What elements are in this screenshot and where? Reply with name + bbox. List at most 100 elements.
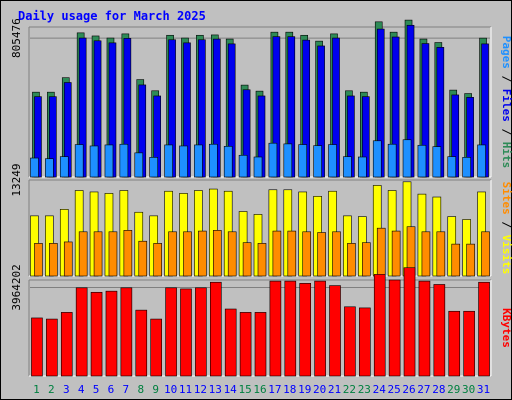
bar-sites-day-12 bbox=[198, 230, 207, 277]
bar-pages-day-23 bbox=[358, 156, 367, 178]
x-tick-label-day-12: 12 bbox=[194, 383, 207, 396]
bar-pages-day-22 bbox=[343, 156, 352, 178]
bar-kbytes-day-30 bbox=[463, 310, 475, 377]
x-tick-label-day-31: 31 bbox=[477, 383, 490, 396]
bar-kbytes-day-10 bbox=[165, 287, 177, 377]
bar-pages-day-26 bbox=[402, 139, 412, 178]
x-tick-label-day-24: 24 bbox=[373, 383, 387, 396]
x-tick-label-day-27: 27 bbox=[417, 383, 430, 396]
bar-kbytes-day-21 bbox=[329, 285, 341, 377]
bar-kbytes-day-6 bbox=[105, 290, 118, 377]
x-tick-label-day-29: 29 bbox=[447, 383, 460, 396]
bar-pages-day-18 bbox=[283, 143, 293, 178]
x-tick-label-day-16: 16 bbox=[253, 383, 266, 396]
chart-title: Daily usage for March 2025 bbox=[18, 9, 206, 23]
bar-sites-day-13 bbox=[212, 230, 222, 277]
legend-kbytes: KBytes bbox=[500, 308, 512, 348]
x-axis-tick-labels: 1 2 3 4 5 6 7 8 9 10 11 12 13 14 15 16 17 18 19 20 21 22 23 24 2… bbox=[33, 383, 490, 396]
x-tick-label-day-30: 30 bbox=[462, 383, 475, 396]
bar-pages-day-15 bbox=[238, 154, 248, 178]
bar-kbytes-day-5 bbox=[90, 291, 103, 377]
bar-kbytes-day-31 bbox=[478, 281, 490, 377]
bar-sites-day-15 bbox=[242, 242, 252, 277]
bar-sites-day-19 bbox=[302, 231, 312, 277]
bar-pages-day-30 bbox=[462, 157, 471, 178]
bar-pages-day-6 bbox=[104, 144, 114, 178]
bar-sites-day-29 bbox=[451, 243, 461, 277]
x-tick-label-day-8: 8 bbox=[137, 383, 144, 396]
bar-pages-day-20 bbox=[313, 145, 322, 178]
bar-pages-day-5 bbox=[89, 145, 99, 178]
bar-kbytes-day-15 bbox=[239, 312, 252, 377]
bar-sites-day-30 bbox=[466, 243, 475, 277]
bar-pages-day-10 bbox=[164, 144, 173, 178]
bar-pages-day-28 bbox=[432, 146, 442, 178]
x-tick-label-day-26: 26 bbox=[402, 383, 415, 396]
x-tick-label-day-18: 18 bbox=[283, 383, 296, 396]
legend-sites_visits: Sites / Visits bbox=[500, 182, 512, 275]
bar-sites-day-14 bbox=[227, 231, 237, 277]
bar-pages-day-7 bbox=[119, 143, 129, 178]
bar-pages-day-25 bbox=[387, 143, 397, 178]
bar-pages-day-13 bbox=[208, 143, 218, 178]
chart-panels: 805476 Pages / Files / Hits 13249 Sites / V… bbox=[10, 18, 512, 377]
x-tick-label-day-9: 9 bbox=[152, 383, 159, 396]
y-max-label-kbytes: 3964202 bbox=[10, 264, 23, 310]
bar-kbytes-day-26 bbox=[403, 267, 416, 377]
bar-kbytes-day-25 bbox=[388, 279, 401, 377]
bar-kbytes-day-27 bbox=[418, 280, 431, 377]
x-tick-label-day-20: 20 bbox=[313, 383, 326, 396]
bar-kbytes-day-24 bbox=[373, 274, 386, 377]
bar-kbytes-day-29 bbox=[448, 310, 461, 377]
bar-sites-day-31 bbox=[481, 231, 490, 277]
bar-sites-day-3 bbox=[63, 241, 73, 277]
legend-label-visits: Visits bbox=[500, 235, 512, 275]
x-tick-label-day-28: 28 bbox=[432, 383, 445, 396]
x-tick-label-day-1: 1 bbox=[33, 383, 40, 396]
bar-pages-day-2 bbox=[45, 158, 54, 178]
bar-sites-day-25 bbox=[391, 230, 401, 277]
bar-sites-day-24 bbox=[376, 227, 386, 277]
bar-sites-day-28 bbox=[436, 231, 446, 277]
bar-pages-day-31 bbox=[477, 144, 486, 178]
bar-pages-day-21 bbox=[328, 144, 337, 178]
bar-kbytes-day-7 bbox=[120, 287, 133, 377]
bar-pages-day-16 bbox=[253, 156, 263, 178]
bar-sites-day-11 bbox=[183, 231, 192, 277]
legend-label-sites: Sites bbox=[500, 182, 512, 215]
x-tick-label-day-19: 19 bbox=[298, 383, 311, 396]
x-tick-label-day-15: 15 bbox=[238, 383, 251, 396]
bar-sites-day-2 bbox=[49, 243, 58, 277]
x-tick-label-day-2: 2 bbox=[48, 383, 55, 396]
legend-label-files: Files bbox=[500, 89, 512, 122]
bar-kbytes-day-13 bbox=[209, 281, 222, 377]
bar-pages-day-14 bbox=[223, 146, 233, 178]
x-tick-label-day-10: 10 bbox=[164, 383, 177, 396]
bar-pages-day-12 bbox=[194, 144, 203, 178]
bar-pages-day-27 bbox=[417, 144, 427, 178]
bar-kbytes-day-8 bbox=[135, 309, 148, 377]
bar-sites-day-27 bbox=[421, 231, 431, 277]
bar-sites-day-23 bbox=[362, 242, 371, 277]
x-tick-label-day-14: 14 bbox=[224, 383, 238, 396]
x-tick-label-day-11: 11 bbox=[179, 383, 192, 396]
x-tick-label-day-7: 7 bbox=[123, 383, 130, 396]
bar-kbytes-day-3 bbox=[60, 312, 73, 377]
x-tick-label-day-25: 25 bbox=[388, 383, 401, 396]
legend-separator: / bbox=[500, 215, 512, 235]
x-tick-label-day-23: 23 bbox=[358, 383, 371, 396]
bar-sites-day-22 bbox=[347, 243, 356, 277]
bar-kbytes-day-28 bbox=[433, 284, 446, 377]
bar-kbytes-day-12 bbox=[195, 287, 207, 377]
bar-sites-day-18 bbox=[287, 230, 297, 277]
bar-kbytes-day-20 bbox=[314, 280, 326, 377]
legend-label-hits: Hits bbox=[500, 142, 512, 169]
bar-pages-day-11 bbox=[179, 145, 188, 178]
bar-kbytes-day-9 bbox=[150, 318, 162, 377]
legend-label-kbytes: KBytes bbox=[500, 308, 512, 348]
bar-pages-day-17 bbox=[268, 142, 278, 178]
bar-sites-day-6 bbox=[108, 231, 118, 277]
legend-separator: / bbox=[500, 69, 512, 89]
bar-pages-day-8 bbox=[134, 152, 144, 178]
